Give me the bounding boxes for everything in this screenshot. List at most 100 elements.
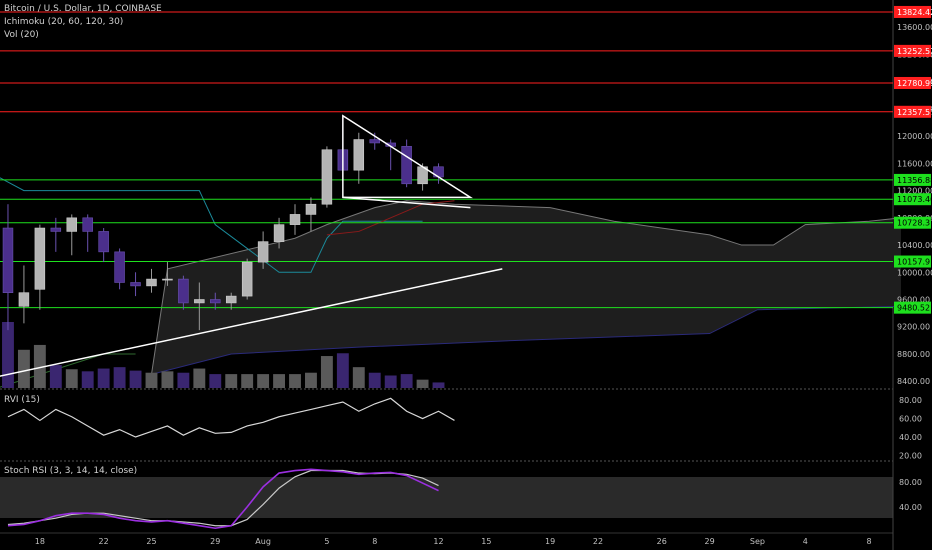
rvi-legend[interactable]: RVI (15) [4, 395, 40, 405]
volume-bar [161, 371, 174, 388]
candle-body [289, 214, 301, 225]
time-tick-label: 18 [35, 537, 45, 546]
price-tick-label: 8400.00 [897, 377, 930, 386]
volume-bar [65, 369, 78, 388]
candle-body [225, 295, 237, 304]
candle-body [130, 282, 141, 287]
volume-bar [177, 372, 190, 388]
time-tick-label: 22 [99, 537, 109, 546]
volume-bar [320, 356, 333, 388]
time-tick-label: 25 [146, 537, 156, 546]
level-label: 11356.88 [897, 176, 932, 185]
level-label-bg [894, 301, 931, 314]
level-label: 13824.42 [897, 8, 932, 17]
ichimoku-legend[interactable]: Ichimoku (20, 60, 120, 30) [4, 17, 124, 27]
stoch-rsi-legend[interactable]: Stoch RSI (3, 3, 14, 14, close) [4, 466, 138, 476]
candle-body [114, 251, 125, 283]
ichimoku-cloud [151, 200, 901, 375]
price-tick-label: 12000.00 [897, 132, 932, 141]
candle-body [50, 227, 62, 232]
candle-body [305, 203, 317, 215]
volume-bar [432, 382, 445, 388]
level-label: 12357.57 [897, 108, 932, 117]
candle-body [194, 299, 205, 304]
ichimoku-span-a [150, 200, 902, 375]
volume-bar [145, 372, 158, 388]
volume-bar [336, 353, 349, 388]
volume-bar [225, 374, 238, 388]
volume-bar [368, 372, 381, 388]
ichimoku-conversion-line [0, 177, 423, 273]
level-label-bg [894, 255, 931, 268]
volume-bar [129, 370, 142, 388]
candle-body [2, 227, 14, 294]
level-label: 10728.37 [897, 219, 932, 228]
time-tick-label: 4 [803, 537, 808, 546]
time-tick-label: 19 [545, 537, 555, 546]
level-label: 9480.52 [897, 304, 930, 313]
volume-bar [81, 371, 94, 388]
ichimoku-span-b [151, 305, 901, 375]
candle-body [18, 292, 30, 307]
level-label-bg [894, 193, 931, 206]
price-tick-label: 10000.00 [897, 268, 932, 277]
rvi-tick-label: 20.00 [899, 451, 922, 460]
volume-legend[interactable]: Vol (20) [4, 30, 39, 40]
candle-body [66, 217, 78, 232]
candle-body [162, 278, 173, 281]
level-label-bg [894, 105, 931, 118]
candle-body [257, 241, 269, 263]
rvi-tick-label: 40.00 [899, 433, 922, 442]
candle-body [210, 299, 221, 304]
volume-bar [33, 344, 46, 388]
price-tick-label: 9600.00 [897, 296, 930, 305]
level-label-bg [894, 216, 931, 229]
time-tick-label: 29 [210, 537, 220, 546]
candle-body [321, 149, 333, 205]
price-tick-label: 11600.00 [897, 159, 932, 168]
rvi-tick-label: 60.00 [899, 415, 922, 424]
candle-body [98, 231, 109, 253]
price-tick-label: 11200.00 [897, 187, 932, 196]
price-tick-label: 10400.00 [897, 241, 932, 250]
volume-bar [384, 375, 397, 388]
volume-bar [17, 349, 30, 388]
volume-bar [352, 367, 365, 388]
level-label-bg [894, 76, 931, 89]
candle-body [34, 227, 46, 290]
volume-bar [305, 372, 317, 388]
level-label-bg [894, 44, 931, 57]
candle-body [178, 278, 189, 304]
time-tick-label: 15 [481, 537, 491, 546]
candle-body [82, 217, 93, 232]
stoch-tick-label: 40.00 [899, 503, 922, 512]
volume-bar [193, 368, 206, 388]
candle-body [146, 278, 157, 287]
volume-bar [49, 365, 62, 388]
triangle-pattern [342, 114, 473, 199]
level-label: 11073.40 [897, 195, 932, 204]
candle-body [401, 146, 412, 185]
ascending-trendline [0, 268, 503, 377]
time-tick-label: Aug [255, 537, 271, 546]
candle-body [241, 261, 253, 297]
time-tick-label: 12 [433, 537, 443, 546]
price-tick-label: 13600.00 [897, 23, 932, 32]
level-label: 12780.99 [897, 79, 932, 88]
ichimoku-base-line [326, 200, 455, 236]
level-label-bg [894, 173, 931, 186]
volume-bar [2, 322, 14, 388]
stoch-rsi-k-line [7, 468, 439, 530]
triangle-lower-line [342, 196, 471, 209]
time-tick-label: 29 [705, 537, 715, 546]
symbol-legend[interactable]: Bitcoin / U.S. Dollar, 1D, COINBASE [4, 4, 162, 14]
volume-bar [400, 374, 413, 388]
volume-bar [416, 379, 429, 388]
volume-bar [257, 374, 270, 388]
level-label: 13252.51 [897, 47, 932, 56]
level-label: 10157.91 [897, 258, 932, 267]
candle-body [369, 139, 380, 144]
volume-bar [273, 374, 286, 388]
candle-body [353, 139, 365, 171]
